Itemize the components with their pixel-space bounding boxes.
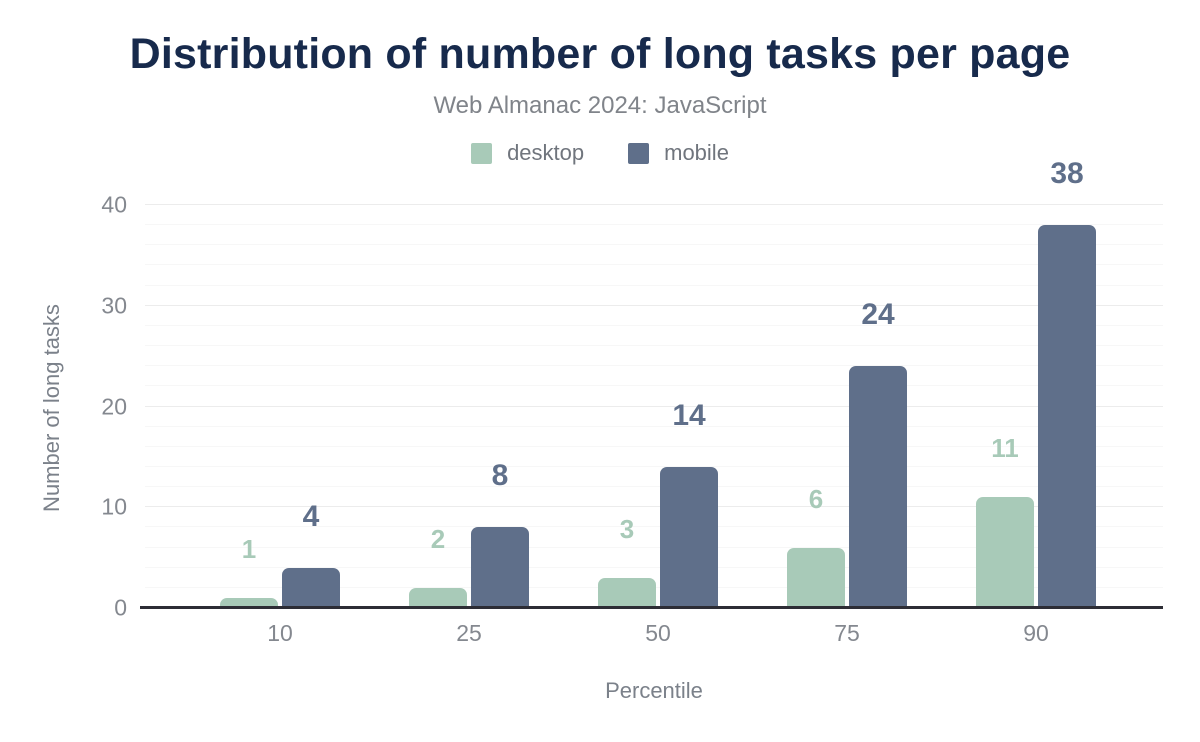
minor-gridline	[145, 546, 1163, 548]
mobile-bar-p25[interactable]	[471, 527, 529, 608]
y-axis-tick-label: 20	[101, 393, 127, 419]
mobile-bar-p50[interactable]	[660, 466, 718, 608]
chart-title: Distribution of number of long tasks per…	[129, 30, 1071, 78]
mobile-bar-p75[interactable]	[849, 366, 907, 608]
mobile-value-label-p90: 38	[1050, 157, 1084, 191]
minor-gridline	[145, 465, 1163, 467]
minor-gridline	[145, 345, 1163, 347]
x-axis-title: Percentile	[605, 678, 703, 703]
bar-group-p75: 6 24	[787, 205, 907, 608]
minor-gridline	[145, 264, 1163, 266]
desktop-bar-p75[interactable]	[787, 547, 845, 608]
desktop-value-label-p25: 2	[430, 523, 446, 554]
major-gridline	[145, 506, 1163, 508]
mobile-bar-p90[interactable]	[1038, 225, 1096, 608]
x-axis-tick-label: 90	[1023, 620, 1049, 646]
mobile-value-label-p25: 8	[491, 459, 509, 493]
bar-group-p90: 11 38	[976, 159, 1096, 608]
x-axis-tick-label: 50	[645, 620, 671, 646]
y-axis-tick-label: 40	[101, 191, 127, 218]
x-axis-tick-label: 75	[834, 620, 860, 646]
major-gridline	[145, 204, 1163, 205]
y-axis-tick-label: 10	[101, 493, 127, 520]
minor-gridline	[145, 385, 1163, 387]
x-axis-tick-label: 25	[456, 620, 482, 646]
desktop-bar-p25[interactable]	[409, 587, 467, 608]
mobile-value-label-p10: 4	[302, 499, 320, 533]
minor-gridline	[145, 425, 1163, 427]
major-gridline	[145, 304, 1163, 306]
legend-item-desktop[interactable]: desktop	[471, 140, 584, 166]
mobile-value-label-p50: 14	[672, 398, 706, 432]
major-gridline	[145, 405, 1163, 407]
minor-gridline	[145, 445, 1163, 447]
legend: desktop mobile	[0, 140, 1200, 166]
desktop-bar-p90[interactable]	[976, 497, 1034, 608]
y-axis-tick-label: 0	[114, 594, 127, 621]
minor-gridline	[145, 526, 1163, 528]
minor-gridline	[145, 486, 1163, 488]
minor-gridline	[145, 224, 1163, 226]
desktop-value-label-p50: 3	[619, 513, 635, 544]
desktop-value-label-p10: 1	[241, 533, 257, 564]
desktop-series-swatch	[471, 142, 493, 164]
minor-gridline	[145, 365, 1163, 367]
bar-group-p50: 3 14	[598, 205, 718, 608]
minor-gridline	[145, 244, 1163, 246]
legend-item-mobile[interactable]: mobile	[628, 140, 729, 166]
minor-gridline	[145, 566, 1163, 568]
y-axis-tick-label: 30	[101, 292, 127, 319]
desktop-value-label-p90: 11	[991, 433, 1019, 464]
chart-subtitle: Web Almanac 2024: JavaScript	[433, 92, 767, 119]
desktop-bar-p10[interactable]	[220, 597, 278, 608]
mobile-value-label-p75: 24	[861, 298, 895, 332]
legend-label-mobile: mobile	[664, 140, 729, 165]
x-axis-tick-label: 10	[267, 620, 293, 646]
legend-label-desktop: desktop	[507, 140, 585, 165]
desktop-value-label-p75: 6	[808, 483, 824, 514]
x-axis-line	[140, 606, 1163, 609]
mobile-bar-p10[interactable]	[282, 567, 340, 608]
minor-gridline	[145, 324, 1163, 326]
plot-area: 0 10 20 30 40 1 4 10 2 8 25 3 14 50 6 24 75 11 38 90	[101, 159, 1163, 646]
mobile-series-swatch	[628, 142, 650, 164]
desktop-bar-p50[interactable]	[598, 577, 656, 608]
minor-gridline	[145, 284, 1163, 286]
